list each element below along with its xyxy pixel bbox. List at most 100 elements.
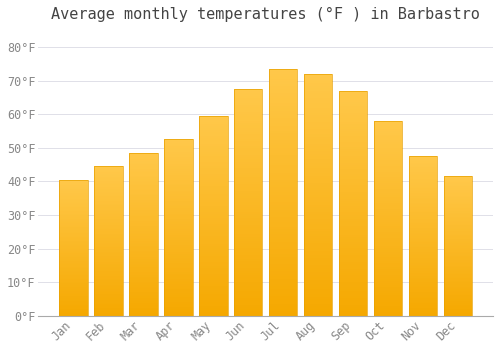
Bar bbox=[444, 238, 472, 239]
Bar bbox=[94, 308, 122, 310]
Bar bbox=[129, 254, 158, 256]
Bar bbox=[94, 290, 122, 292]
Bar bbox=[94, 180, 122, 181]
Bar bbox=[444, 246, 472, 247]
Bar bbox=[164, 277, 192, 279]
Bar bbox=[164, 282, 192, 284]
Bar bbox=[444, 188, 472, 189]
Bar bbox=[304, 146, 332, 149]
Bar bbox=[94, 256, 122, 258]
Bar bbox=[94, 220, 122, 222]
Bar bbox=[269, 314, 298, 316]
Bar bbox=[269, 284, 298, 286]
Bar bbox=[339, 266, 368, 269]
Bar bbox=[304, 130, 332, 132]
Bar bbox=[374, 134, 402, 136]
Bar bbox=[339, 275, 368, 278]
Bar bbox=[304, 163, 332, 166]
Bar bbox=[59, 197, 88, 199]
Bar bbox=[164, 210, 192, 212]
Bar bbox=[269, 296, 298, 299]
Bar bbox=[234, 148, 262, 150]
Bar bbox=[164, 238, 192, 240]
Bar bbox=[164, 199, 192, 201]
Bar bbox=[199, 244, 228, 246]
Bar bbox=[339, 190, 368, 192]
Bar bbox=[129, 269, 158, 270]
Bar bbox=[234, 105, 262, 107]
Bar bbox=[374, 242, 402, 244]
Bar bbox=[374, 312, 402, 314]
Bar bbox=[408, 258, 438, 260]
Bar bbox=[269, 244, 298, 247]
Bar bbox=[59, 294, 88, 295]
Bar bbox=[199, 124, 228, 126]
Bar bbox=[339, 226, 368, 228]
Bar bbox=[234, 134, 262, 136]
Bar bbox=[199, 288, 228, 290]
Bar bbox=[199, 162, 228, 164]
Bar bbox=[269, 200, 298, 202]
Bar bbox=[59, 257, 88, 259]
Bar bbox=[304, 236, 332, 238]
Bar bbox=[59, 248, 88, 249]
Bar bbox=[234, 289, 262, 291]
Bar bbox=[94, 310, 122, 312]
Bar bbox=[444, 295, 472, 296]
Bar bbox=[269, 227, 298, 230]
Bar bbox=[374, 220, 402, 222]
Bar bbox=[199, 278, 228, 280]
Bar bbox=[304, 110, 332, 113]
Bar bbox=[94, 232, 122, 234]
Bar bbox=[129, 156, 158, 158]
Bar bbox=[94, 241, 122, 243]
Bar bbox=[164, 254, 192, 256]
Bar bbox=[304, 243, 332, 246]
Bar bbox=[304, 301, 332, 304]
Bar bbox=[374, 140, 402, 142]
Bar bbox=[164, 291, 192, 293]
Bar bbox=[444, 260, 472, 261]
Bar bbox=[339, 149, 368, 152]
Bar bbox=[129, 171, 158, 173]
Bar bbox=[129, 173, 158, 174]
Bar bbox=[199, 168, 228, 170]
Bar bbox=[234, 146, 262, 148]
Bar bbox=[339, 93, 368, 95]
Bar bbox=[339, 224, 368, 226]
Bar bbox=[59, 286, 88, 287]
Bar bbox=[339, 192, 368, 194]
Bar bbox=[269, 135, 298, 138]
Bar bbox=[339, 104, 368, 106]
Bar bbox=[164, 194, 192, 196]
Bar bbox=[94, 214, 122, 216]
Bar bbox=[94, 286, 122, 288]
Bar bbox=[444, 193, 472, 195]
Bar bbox=[444, 306, 472, 308]
Bar bbox=[129, 292, 158, 293]
Bar bbox=[269, 175, 298, 177]
Bar bbox=[339, 178, 368, 181]
Bar bbox=[374, 253, 402, 256]
Bar bbox=[444, 281, 472, 282]
Bar bbox=[339, 305, 368, 307]
Bar bbox=[408, 255, 438, 257]
Bar bbox=[59, 182, 88, 184]
Bar bbox=[164, 155, 192, 157]
Bar bbox=[269, 291, 298, 294]
Bar bbox=[339, 152, 368, 154]
Bar bbox=[234, 225, 262, 228]
Bar bbox=[408, 191, 438, 193]
Bar bbox=[234, 125, 262, 127]
Bar bbox=[339, 300, 368, 302]
Bar bbox=[408, 289, 438, 290]
Bar bbox=[339, 199, 368, 201]
Bar bbox=[269, 193, 298, 195]
Bar bbox=[304, 197, 332, 200]
Bar bbox=[199, 142, 228, 144]
Bar bbox=[94, 184, 122, 186]
Bar bbox=[408, 303, 438, 305]
Bar bbox=[339, 108, 368, 111]
Bar bbox=[59, 264, 88, 266]
Bar bbox=[408, 209, 438, 210]
